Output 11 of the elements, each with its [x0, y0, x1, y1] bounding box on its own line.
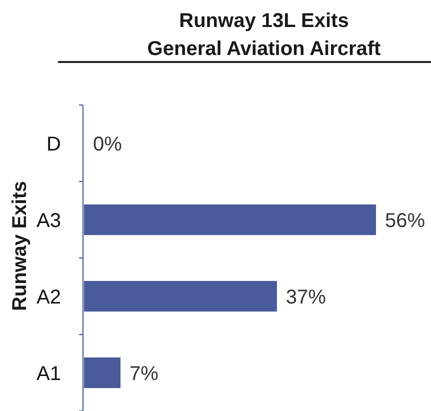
chart-title: Runway 13L Exits	[179, 10, 349, 32]
y-tick-label: D	[46, 133, 61, 156]
data-label: 56%	[385, 210, 426, 232]
y-tick-label: A2	[36, 286, 61, 308]
data-label: 37%	[286, 286, 326, 308]
chart-subtitle: General Aviation Aircraft	[147, 38, 382, 60]
y-axis-title: Runway Exits	[9, 180, 31, 312]
y-tick-label: A3	[36, 210, 61, 232]
data-label: 0%	[93, 133, 122, 156]
data-label: 7%	[130, 362, 159, 385]
y-tick-label: A1	[36, 362, 61, 385]
